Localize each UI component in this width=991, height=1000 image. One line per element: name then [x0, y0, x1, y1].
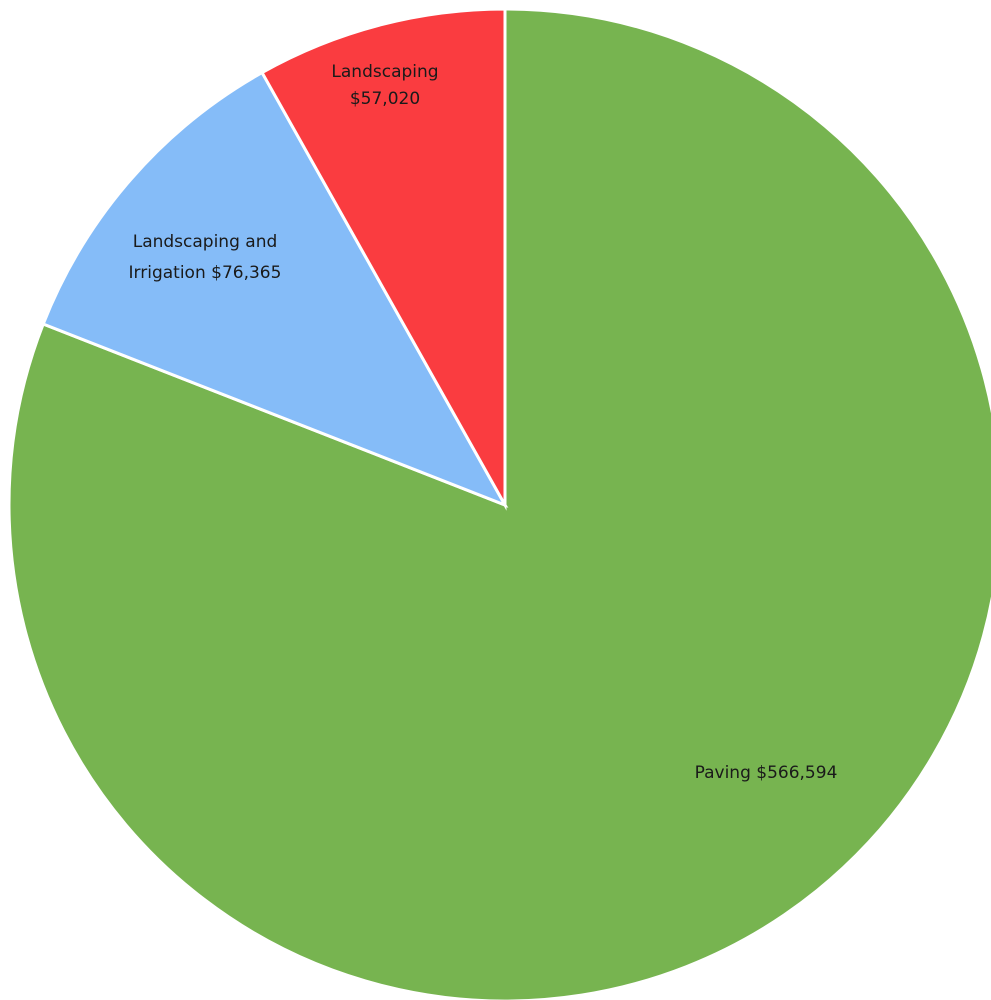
slice-label: Landscaping and Irrigation $76,365 [129, 232, 282, 283]
pie-slice-landscaping [260, 7, 507, 511]
slice-label: Paving $566,594 [695, 763, 838, 783]
slice-label-line: Landscaping and [133, 232, 278, 252]
labels-layer: Landscaping $57,020 Landscaping and Irrigat… [129, 62, 838, 783]
slice-label: Landscaping $57,020 [331, 62, 438, 109]
slice-label-line: $57,020 [350, 89, 420, 109]
slices-layer [7, 7, 991, 1000]
slice-label-line: Irrigation $76,365 [129, 263, 282, 283]
slice-label-line: Landscaping [331, 62, 438, 82]
pie-slice-landscaping-and-irrigation [41, 70, 509, 508]
slice-label-line: Paving $566,594 [695, 763, 838, 783]
